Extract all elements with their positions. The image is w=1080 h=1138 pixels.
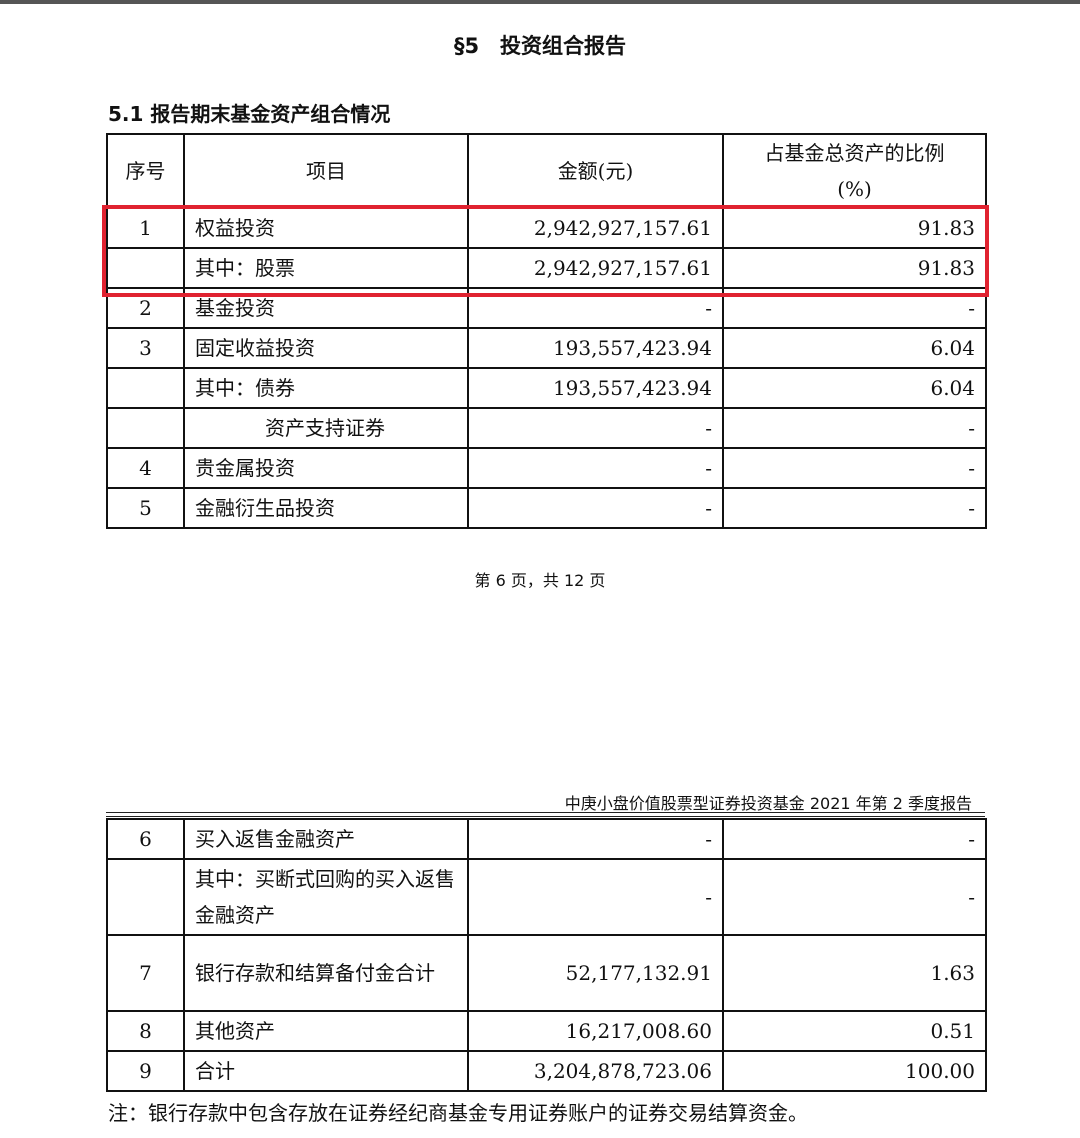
row-pct: -: [722, 818, 987, 860]
row-pct: 91.83: [722, 207, 987, 249]
row-item: 其中：债券: [183, 367, 469, 409]
page-number: 第 6 页，共 12 页: [474, 571, 606, 590]
row-no: 7: [106, 934, 185, 1012]
header-no: 序号: [106, 133, 185, 209]
row-pct: -: [722, 858, 987, 936]
row-item: 其中：股票: [183, 247, 469, 289]
running-header: 中庚小盘价值股票型证券投资基金 2021 年第 2 季度报告: [564, 794, 972, 813]
header-amount: 金额(元): [467, 133, 724, 209]
row-no: [106, 367, 185, 409]
row-amount: 16,217,008.60: [467, 1010, 724, 1052]
table-header-row: 序号 项目 金额(元) 占基金总资产的比例(%): [106, 133, 987, 209]
row-item: 权益投资: [183, 207, 469, 249]
table-row: 资产支持证券 - -: [106, 407, 987, 449]
table-row: 7 银行存款和结算备付金合计 52,177,132.91 1.63: [106, 934, 987, 1012]
row-no: 9: [106, 1050, 185, 1092]
row-item: 银行存款和结算备付金合计: [183, 934, 469, 1012]
row-pct: 100.00: [722, 1050, 987, 1092]
subsection-title: 5.1 报告期末基金资产组合情况: [108, 102, 391, 126]
row-pct: -: [722, 407, 987, 449]
header-pct: 占基金总资产的比例(%): [722, 133, 987, 209]
header-divider: [106, 812, 985, 817]
section-title: §5 投资组合报告: [453, 34, 627, 58]
row-amount: -: [467, 487, 724, 529]
row-amount: 193,557,423.94: [467, 367, 724, 409]
row-no: 4: [106, 447, 185, 489]
footnote: 注：银行存款中包含存放在证券经纪商基金专用证券账户的证券交易结算资金。: [108, 1101, 808, 1125]
row-pct: 91.83: [722, 247, 987, 289]
row-item: 其中：买断式回购的买入返售金融资产: [183, 858, 469, 936]
row-no: 8: [106, 1010, 185, 1052]
table-row: 其中：买断式回购的买入返售金融资产 - -: [106, 858, 987, 936]
row-item: 买入返售金融资产: [183, 818, 469, 860]
asset-allocation-table-page2: 6 买入返售金融资产 - - 其中：买断式回购的买入返售金融资产 - -7 银行存款和结算备付…: [106, 818, 987, 1092]
asset-allocation-table-page1: 序号 项目 金额(元) 占基金总资产的比例(%) 1 权益投资 2,942,927,…: [106, 133, 987, 529]
table-row: 9 合计 3,204,878,723.06 100.00: [106, 1050, 987, 1092]
row-no: 6: [106, 818, 185, 860]
table-row: 1 权益投资 2,942,927,157.61 91.83: [106, 207, 987, 249]
table-row: 4 贵金属投资 - -: [106, 447, 987, 489]
table-row: 8 其他资产 16,217,008.60 0.51: [106, 1010, 987, 1052]
row-no: [106, 247, 185, 289]
table-row: 其中：债券 193,557,423.94 6.04: [106, 367, 987, 409]
row-pct: 0.51: [722, 1010, 987, 1052]
row-pct: -: [722, 487, 987, 529]
row-item: 资产支持证券: [183, 407, 469, 449]
row-no: 1: [106, 207, 185, 249]
table-row: 6 买入返售金融资产 - -: [106, 818, 987, 860]
header-item: 项目: [183, 133, 469, 209]
row-amount: 193,557,423.94: [467, 327, 724, 369]
row-no: [106, 858, 185, 936]
row-amount: -: [467, 858, 724, 936]
row-amount: 52,177,132.91: [467, 934, 724, 1012]
row-pct: 1.63: [722, 934, 987, 1012]
row-no: [106, 407, 185, 449]
row-no: 5: [106, 487, 185, 529]
highlight-box: [102, 205, 989, 297]
row-pct: 6.04: [722, 327, 987, 369]
row-pct: -: [722, 447, 987, 489]
row-item: 合计: [183, 1050, 469, 1092]
table-row: 其中：股票 2,942,927,157.61 91.83: [106, 247, 987, 289]
row-amount: -: [467, 818, 724, 860]
table-row: 5 金融衍生品投资 - -: [106, 487, 987, 529]
row-amount: -: [467, 407, 724, 449]
row-amount: 2,942,927,157.61: [467, 207, 724, 249]
row-item: 其他资产: [183, 1010, 469, 1052]
row-amount: -: [467, 447, 724, 489]
row-no: 3: [106, 327, 185, 369]
row-item: 固定收益投资: [183, 327, 469, 369]
row-amount: 3,204,878,723.06: [467, 1050, 724, 1092]
top-border: [0, 0, 1080, 4]
row-item: 贵金属投资: [183, 447, 469, 489]
table-row: 3 固定收益投资 193,557,423.94 6.04: [106, 327, 987, 369]
row-pct: 6.04: [722, 367, 987, 409]
row-amount: 2,942,927,157.61: [467, 247, 724, 289]
row-item: 金融衍生品投资: [183, 487, 469, 529]
